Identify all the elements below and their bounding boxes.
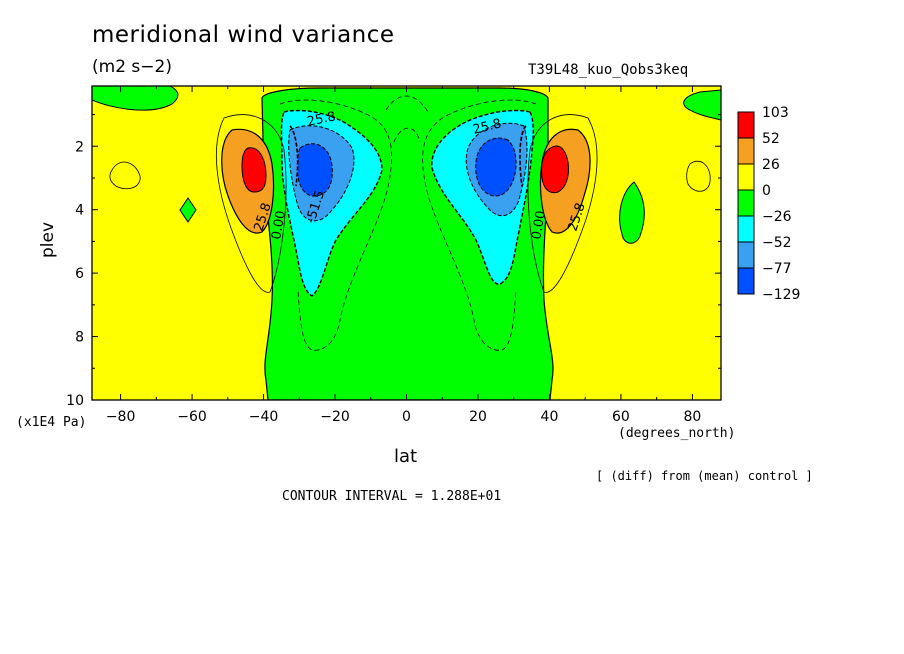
colorbar-swatch: [737, 189, 755, 217]
colorbar-swatch: [737, 111, 755, 139]
colorbar-label: −26: [762, 209, 792, 225]
x-axis-units: (degrees_north): [618, 426, 736, 441]
field-negative-spot-north: [619, 181, 645, 244]
diff-note: [ (diff) from (mean) control ]: [596, 469, 813, 483]
contour-line: [289, 125, 299, 187]
x-tick-label: −80: [106, 409, 136, 425]
contour-label: 0.00: [529, 210, 549, 241]
colorbar-swatch: [737, 241, 755, 269]
x-tick-label: 60: [612, 409, 630, 425]
x-tick-label: 0: [402, 409, 411, 425]
colorbar-label: 52: [762, 131, 780, 147]
contour-line: [393, 127, 421, 143]
y-tick-label: 10: [66, 393, 84, 409]
y-axis-units: (x1E4 Pa): [16, 415, 87, 430]
chart-units: (m2 s−2): [92, 57, 172, 77]
y-tick-label: 4: [75, 203, 84, 219]
y-tick-label: 8: [75, 330, 84, 346]
field-darkblue-north: [475, 137, 517, 197]
contour-line: [109, 161, 141, 190]
colorbar-label: 103: [762, 105, 789, 121]
field-red-south: [241, 147, 267, 193]
y-tick-label: 2: [75, 139, 84, 155]
field-red-north: [541, 145, 569, 194]
contour-interval: CONTOUR INTERVAL = 1.288E+01: [282, 489, 502, 504]
colorbar-swatch: [737, 215, 755, 243]
contour-line: [385, 95, 429, 113]
contour-line: [215, 114, 287, 293]
field-negative-spot-south: [179, 197, 197, 223]
contour-line: [519, 125, 527, 187]
contour-line: [686, 160, 711, 192]
chart-title: meridional wind variance: [92, 22, 395, 48]
x-axis-label: lat: [394, 446, 418, 467]
colorbar: 103 52 26 0 −26 −52 −77 −129: [737, 105, 800, 303]
field-darkblue-south: [297, 143, 333, 197]
contour-label: 25.8: [306, 109, 337, 130]
colorbar-swatch: [737, 163, 755, 191]
contour-label: 0.00: [269, 210, 289, 241]
x-tick-label: 40: [541, 409, 559, 425]
contour-line: [422, 99, 537, 351]
x-tick-label: −20: [320, 409, 350, 425]
colorbar-swatch: [737, 137, 755, 165]
colorbar-swatch: [737, 267, 755, 295]
x-tick-label: 80: [683, 409, 701, 425]
colorbar-label: −77: [762, 261, 792, 277]
x-tick-label: −40: [249, 409, 279, 425]
contour-line: [279, 99, 393, 351]
field-negative-polar-south: [92, 86, 179, 111]
colorbar-label: 0: [762, 183, 771, 199]
x-tick-label: −60: [177, 409, 207, 425]
x-tick-label: 20: [469, 409, 487, 425]
field-negative-polar-north: [683, 89, 721, 121]
contour-label: 25.8: [471, 116, 503, 138]
colorbar-label: −129: [762, 287, 800, 303]
run-label: T39L48_kuo_Qobs3keq: [528, 62, 689, 78]
colorbar-label: −52: [762, 235, 792, 251]
colorbar-label: 26: [762, 157, 780, 173]
y-tick-label: 6: [75, 266, 84, 282]
contour-line: [527, 114, 598, 293]
